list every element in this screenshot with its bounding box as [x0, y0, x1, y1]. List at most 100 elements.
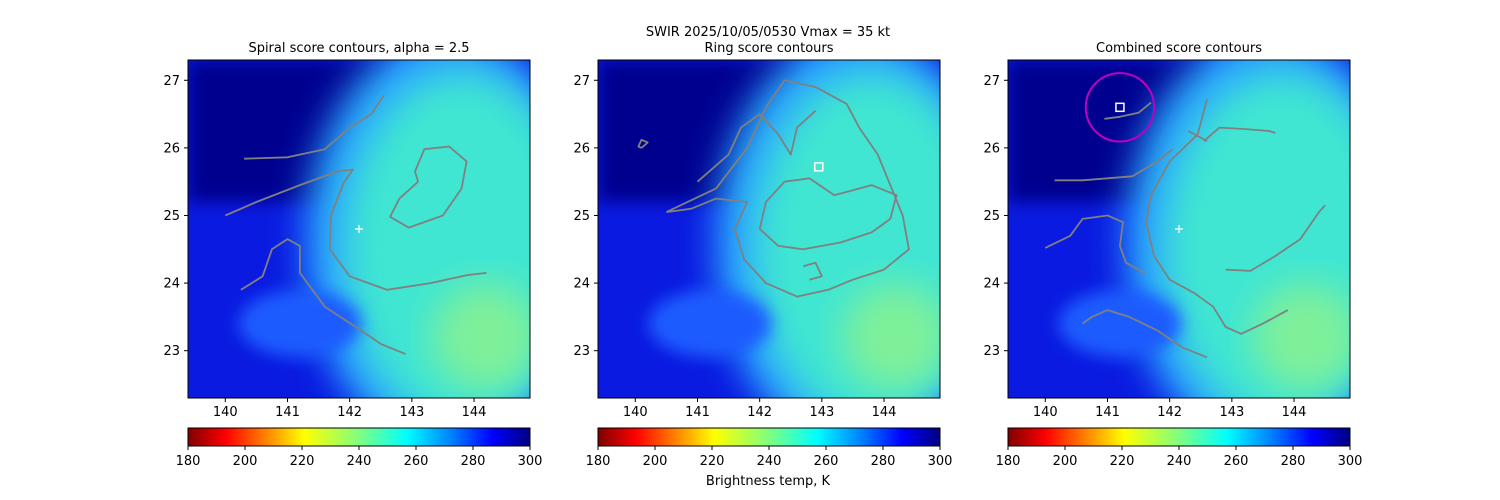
- contour-line: [1203, 126, 1276, 142]
- colorbar-tick-label: 220: [1110, 454, 1135, 469]
- x-tick-label: 143: [1219, 405, 1244, 420]
- field-cloud-warm: [431, 283, 530, 392]
- y-tick-label: 23: [573, 344, 590, 359]
- colorbar-tick-label: 240: [757, 454, 782, 469]
- selected-circle: [1084, 72, 1156, 143]
- storm-center-marker: [355, 225, 363, 233]
- axes-frame: [187, 59, 531, 399]
- contour-line: [1104, 101, 1152, 120]
- colorbar-tick-label: 240: [347, 454, 372, 469]
- field-cloud-warm: [1251, 283, 1350, 392]
- axes-frame: [597, 59, 941, 399]
- panels: Spiral score contours, alpha = 2.5 140 141…: [163, 41, 1363, 469]
- x-tick-label: 143: [809, 405, 834, 420]
- x-tick-label: 140: [213, 405, 238, 420]
- x-tick-label: 144: [872, 405, 897, 420]
- colorbar: [187, 427, 531, 447]
- colorbar-tick-label: 300: [518, 454, 543, 469]
- colorbar-tick-label: 180: [996, 454, 1021, 469]
- selected-center-box: [813, 162, 824, 172]
- x-tick-label: 140: [1033, 405, 1058, 420]
- x-tick-label: 142: [747, 405, 772, 420]
- contour-line: [1054, 148, 1174, 182]
- x-tick-label: 141: [685, 405, 710, 420]
- panel-3: Combined score contours 140 141 142 143 144 23…: [983, 41, 1363, 469]
- colorbar-tick-label: 200: [1053, 454, 1078, 469]
- y-tick-label: 26: [573, 141, 590, 156]
- contour-line: [637, 138, 649, 149]
- y-tick-label: 24: [163, 277, 180, 292]
- x-tick-label: 142: [337, 405, 362, 420]
- colorbar-tick-label: 220: [290, 454, 315, 469]
- y-tick-label: 26: [983, 141, 1000, 156]
- x-tick-label: 144: [462, 405, 487, 420]
- selected-center-box: [1115, 102, 1125, 113]
- colorbar-tick-label: 180: [586, 454, 611, 469]
- y-tick-label: 27: [573, 74, 590, 89]
- contour-line: [1145, 98, 1289, 335]
- contour-group: [224, 94, 487, 355]
- contour-group: [637, 79, 910, 298]
- figure-suptitle: SWIR 2025/10/05/0530 Vmax = 35 kt: [646, 25, 890, 40]
- y-tick-label: 25: [573, 209, 590, 224]
- colorbar-tick-label: 200: [233, 454, 258, 469]
- colorbar: [597, 427, 941, 447]
- field-band: [1058, 289, 1182, 358]
- y-tick-label: 25: [983, 209, 1000, 224]
- heatmap-field: [598, 60, 940, 398]
- colorbar-label: Brightness temp, K: [706, 474, 831, 489]
- colorbar-tick-label: 300: [1338, 454, 1363, 469]
- colorbar: [1007, 427, 1351, 447]
- contour-line: [1187, 130, 1208, 142]
- y-tick-label: 23: [983, 344, 1000, 359]
- contour-line: [1082, 309, 1208, 359]
- y-tick-label: 24: [983, 277, 1000, 292]
- y-tick-label: 23: [163, 344, 180, 359]
- y-tick-label: 27: [983, 74, 1000, 89]
- colorbar-tick-label: 260: [404, 454, 429, 469]
- colorbar-tick-label: 260: [814, 454, 839, 469]
- heatmap-field: [188, 60, 530, 398]
- contour-line: [1044, 214, 1146, 274]
- y-tick-label: 24: [573, 277, 590, 292]
- x-tick-label: 141: [275, 405, 300, 420]
- field-band: [648, 289, 772, 358]
- panel-title: Spiral score contours, alpha = 2.5: [248, 41, 469, 56]
- x-tick-label: 143: [399, 405, 424, 420]
- colorbar-tick-label: 220: [700, 454, 725, 469]
- x-tick-label: 141: [1095, 405, 1120, 420]
- panel-2: Ring score contours 140 141 142 143 144 23 24 25…: [573, 41, 953, 469]
- colorbar-tick-label: 240: [1167, 454, 1192, 469]
- contour-line: [758, 177, 898, 251]
- contour-line: [802, 261, 823, 281]
- panel-1: Spiral score contours, alpha = 2.5 140 141…: [163, 41, 543, 469]
- y-tick-label: 27: [163, 74, 180, 89]
- colorbar-tick-label: 280: [461, 454, 486, 469]
- contour-group: [1044, 98, 1326, 359]
- x-tick-label: 142: [1157, 405, 1182, 420]
- axes-frame: [1007, 59, 1351, 399]
- contour-line: [224, 168, 487, 291]
- colorbar-tick-label: 180: [176, 454, 201, 469]
- contour-line: [240, 238, 406, 355]
- contour-line: [1225, 204, 1326, 272]
- colorbar-tick-label: 300: [928, 454, 953, 469]
- x-tick-label: 144: [1282, 405, 1307, 420]
- contour-line: [389, 145, 468, 229]
- y-tick-label: 25: [163, 209, 180, 224]
- field-cloud-warm: [841, 283, 940, 392]
- storm-center-marker: [1175, 225, 1183, 233]
- contour-line: [243, 94, 385, 160]
- colorbar-tick-label: 200: [643, 454, 668, 469]
- contour-line: [666, 79, 910, 298]
- colorbar-tick-label: 280: [1281, 454, 1306, 469]
- field-band: [238, 289, 362, 358]
- heatmap-field: [1008, 60, 1350, 398]
- x-tick-label: 140: [623, 405, 648, 420]
- contour-line: [696, 110, 817, 183]
- panel-title: Ring score contours: [704, 41, 833, 56]
- panel-title: Combined score contours: [1096, 41, 1262, 56]
- colorbar-tick-label: 260: [1224, 454, 1249, 469]
- colorbar-tick-label: 280: [871, 454, 896, 469]
